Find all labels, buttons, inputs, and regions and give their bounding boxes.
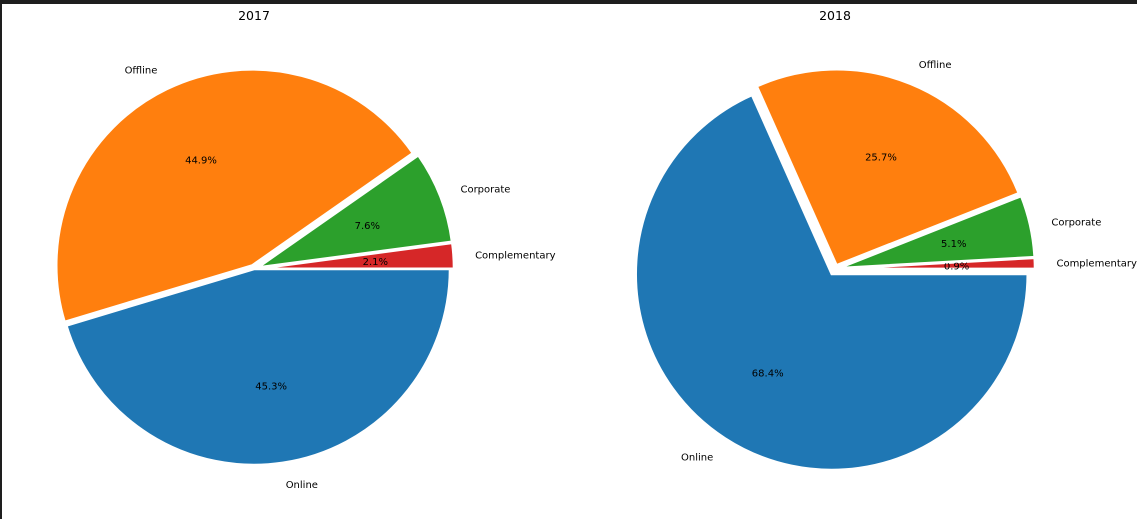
slice-percent-offline: 44.9% (185, 156, 217, 167)
pie-charts-figure: 2017 Online 45.3% Complementary 2.1% Corporat… (55, 8, 1137, 491)
slice-percent-offline: 25.7% (865, 152, 897, 163)
slice-percent-corporate: 7.6% (355, 221, 380, 232)
chart-title: 2018 (819, 8, 851, 23)
slice-label-complementary: Complementary (475, 250, 556, 261)
pie-slice-offline (55, 68, 415, 324)
slice-label-complementary: Complementary (1056, 259, 1137, 270)
figure-canvas: 2017 Online 45.3% Complementary 2.1% Corporat… (2, 4, 1137, 519)
pie-slice-online (64, 267, 452, 467)
slice-percent-complementary: 0.9% (944, 262, 969, 273)
slice-percent-corporate: 5.1% (941, 239, 966, 250)
slice-percent-online: 45.3% (255, 381, 287, 392)
slice-percent-complementary: 2.1% (363, 257, 388, 268)
slice-percent-online: 68.4% (752, 369, 784, 380)
pie-chart-2017: 2017 Online 45.3% Complementary 2.1% Corporat… (55, 8, 556, 491)
pie-slice-online (634, 93, 1029, 472)
pie-chart-2018: 2018 Online 68.4% Complementary 0.9% Corporat… (634, 8, 1137, 472)
pie-slice-offline (755, 68, 1021, 267)
pie-slice-corporate (838, 194, 1036, 270)
slice-label-offline: Offline (919, 60, 952, 71)
chart-title: 2017 (238, 8, 270, 23)
pie-slice-corporate (257, 153, 454, 269)
slice-label-offline: Offline (125, 66, 158, 77)
slice-label-corporate: Corporate (1051, 217, 1101, 228)
slice-label-online: Online (681, 452, 713, 463)
slice-label-online: Online (286, 480, 318, 491)
slice-label-corporate: Corporate (460, 185, 510, 196)
